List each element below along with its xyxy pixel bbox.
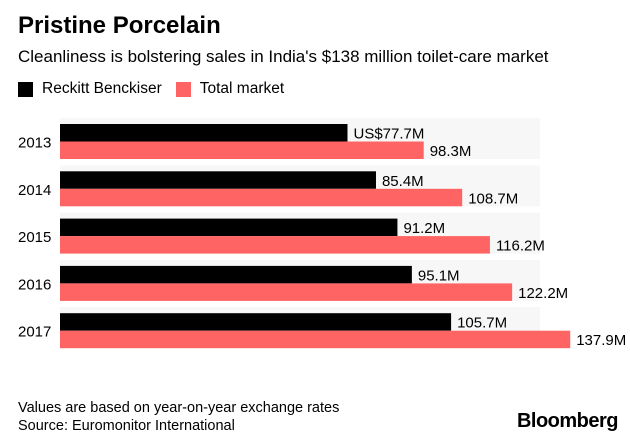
bar-reckitt (60, 265, 412, 284)
chart-title: Pristine Porcelain (18, 12, 221, 39)
bar-total-market (60, 188, 463, 207)
data-label: 91.2M (403, 220, 445, 237)
category-label: 2017 (18, 324, 51, 341)
legend-swatch-reckitt (18, 81, 33, 97)
chart-subtitle: Cleanliness is bolstering sales in India… (18, 47, 549, 66)
bloomberg-logo: Bloomberg (516, 410, 619, 432)
category-label: 2016 (18, 276, 51, 293)
bar-total-market (60, 236, 490, 254)
category-label: 2014 (18, 182, 51, 199)
bar-total-market (60, 283, 513, 301)
bar-total-market (60, 141, 424, 159)
data-label: 137.9M (576, 332, 626, 349)
data-label: 85.4M (382, 173, 424, 190)
bar-reckitt (60, 171, 376, 189)
data-label: US$77.7M (353, 126, 424, 143)
data-label: 105.7M (457, 315, 507, 332)
data-label: 116.2M (496, 238, 545, 255)
legend-label-total: Total market (199, 80, 285, 97)
legend-swatch-total (175, 81, 191, 97)
category-label: 2013 (18, 135, 51, 152)
category-label: 2015 (18, 229, 51, 246)
data-label: 95.1M (418, 267, 460, 284)
legend: Reckitt Benckiser Total market (18, 80, 298, 98)
data-label: 98.3M (430, 143, 472, 160)
bar-reckitt (60, 218, 398, 237)
source-note: Source: Euromonitor International (18, 418, 235, 434)
bar-reckitt (60, 124, 348, 142)
legend-label-reckitt: Reckitt Benckiser (42, 80, 162, 97)
footnote: Values are based on year-on-year exchang… (18, 400, 340, 416)
data-label: 108.7M (468, 190, 518, 207)
bar-total-market (60, 330, 571, 349)
data-label: 122.2M (518, 285, 568, 302)
bar-reckitt (60, 313, 452, 331)
